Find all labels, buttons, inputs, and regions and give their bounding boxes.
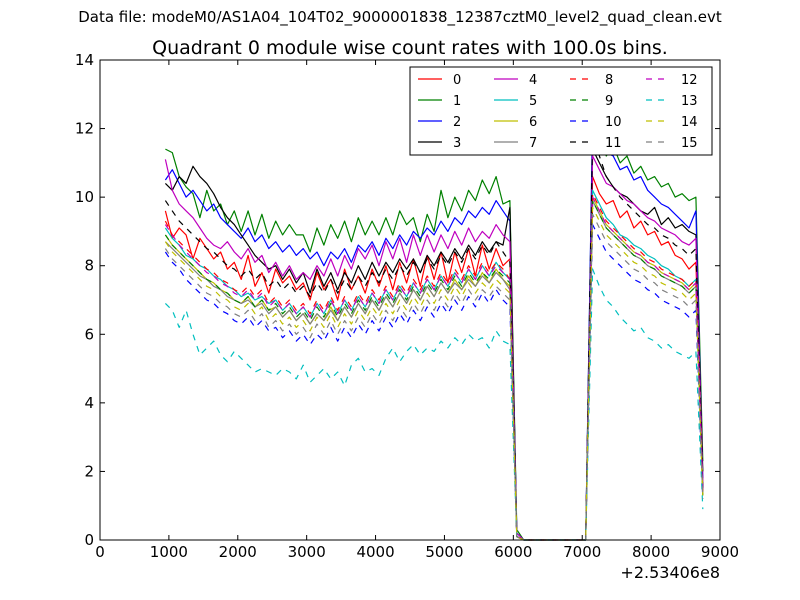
legend-label-4: 4 (529, 73, 537, 88)
legend-label-7: 7 (529, 136, 537, 151)
plot-frame (99, 59, 721, 541)
legend-label-5: 5 (529, 94, 537, 109)
legend-label-8: 8 (605, 73, 613, 88)
axes-layer: 0 1000 2000 3000 4000 5000 6000 7000 8000 9000 0 2 4… (75, 51, 739, 561)
series-line-10 (164, 224, 704, 541)
legend-label-13: 13 (681, 94, 698, 109)
series-layer (164, 117, 704, 541)
legend-label-9: 9 (605, 94, 613, 109)
legend-label-14: 14 (681, 115, 698, 130)
series-line-8 (164, 193, 704, 541)
y-tick-label: 0 (84, 531, 94, 549)
series-line-12 (164, 196, 704, 541)
y-tick-label: 12 (75, 120, 94, 138)
series-line-15 (164, 213, 704, 541)
y-tick-label: 14 (75, 51, 94, 69)
x-tick-label: 2000 (219, 543, 257, 561)
y-tick-label: 2 (84, 462, 94, 480)
y-tick-label: 10 (75, 188, 94, 206)
series-line-13 (164, 268, 704, 541)
x-tick-label: 5000 (425, 543, 463, 561)
x-tick-label: 0 (95, 543, 105, 561)
y-tick-label: 6 (84, 325, 94, 343)
series-line-9 (164, 200, 704, 541)
x-tick-label: 1000 (150, 543, 188, 561)
legend-label-15: 15 (681, 136, 698, 151)
series-line-3 (164, 148, 704, 541)
y-tick-label: 8 (84, 257, 94, 275)
x-tick-label: 8000 (632, 543, 670, 561)
series-line-0 (164, 176, 704, 541)
x-tick-label: 4000 (356, 543, 394, 561)
x-offset-label: +2.53406e8 (620, 563, 720, 582)
legend-box (409, 66, 713, 156)
suptitle: Data file: modeM0/AS1A04_104T02_90000018… (78, 8, 722, 26)
legend-label-3: 3 (453, 136, 461, 151)
legend-label-0: 0 (453, 73, 461, 88)
legend-label-11: 11 (605, 136, 622, 151)
series-line-2 (164, 117, 704, 541)
chart-title: Quadrant 0 module wise count rates with … (152, 37, 668, 59)
legend-label-10: 10 (605, 115, 622, 130)
series-line-6 (164, 196, 704, 541)
legend-label-1: 1 (453, 94, 461, 109)
y-tick-label: 4 (84, 394, 94, 412)
series-line-14 (164, 206, 704, 541)
legend-label-6: 6 (529, 115, 537, 130)
x-tick-label: 6000 (494, 543, 532, 561)
series-line-4 (164, 155, 704, 541)
series-line-11 (164, 134, 704, 541)
x-tick-label: 3000 (288, 543, 326, 561)
x-tick-label: 7000 (563, 543, 601, 561)
legend-label-2: 2 (453, 115, 461, 130)
x-tick-label: 9000 (701, 543, 739, 561)
series-line-1 (165, 128, 704, 541)
legend-label-12: 12 (681, 73, 698, 88)
